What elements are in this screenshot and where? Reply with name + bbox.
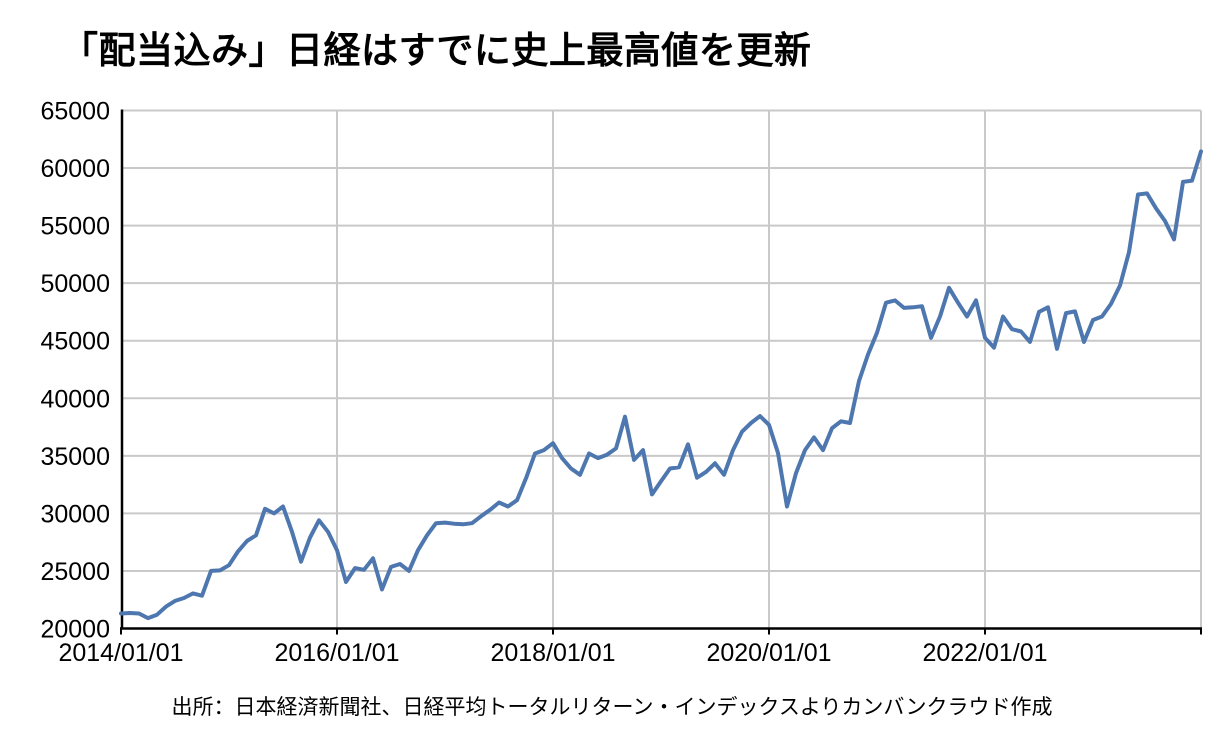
y-tick-label: 25000	[40, 558, 110, 586]
x-tick-label: 2016/01/01	[274, 639, 399, 667]
y-tick-label: 30000	[40, 500, 110, 528]
y-tick-label: 45000	[40, 328, 110, 356]
y-tick-label: 55000	[40, 213, 110, 241]
y-tick-label: 20000	[40, 616, 110, 644]
x-tick-label: 2020/01/01	[706, 639, 831, 667]
y-tick-label: 65000	[40, 98, 110, 126]
chart-title: 「配当込み」日経はすでに史上最高値を更新	[61, 30, 812, 71]
y-tick-label: 35000	[40, 443, 110, 471]
total-return-index-line	[119, 149, 1203, 621]
source-note: 出所：日本経済新聞社、日経平均トータルリターン・インデックスよりカンバンクラウド…	[171, 696, 1053, 719]
y-tick-label: 60000	[40, 155, 110, 183]
x-tick-label: 2018/01/01	[490, 639, 615, 667]
y-tick-label: 40000	[40, 385, 110, 413]
x-tick-label: 2014/01/01	[58, 639, 183, 667]
x-tick-label: 2022/01/01	[922, 639, 1047, 667]
y-tick-label: 50000	[40, 270, 110, 298]
